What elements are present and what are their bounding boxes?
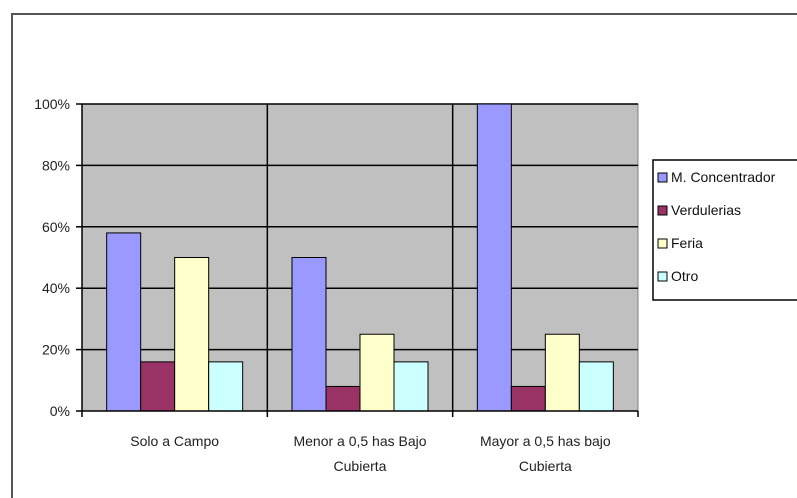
y-tick-label: 0% (50, 403, 70, 419)
legend-swatch (657, 172, 668, 183)
bar (359, 333, 395, 412)
bar (510, 385, 546, 412)
x-tick-label: Solo a Campo (130, 433, 219, 449)
bars (106, 103, 614, 412)
axes: 0% 20% 40% 60% 80% 100% Solo a Campo Menor a 0,… (34, 96, 639, 474)
legend-label: Verdulerias (671, 202, 741, 218)
legend-label: M. Concentrador (671, 169, 776, 185)
y-tick-label: 40% (42, 280, 70, 296)
legend-label: Otro (671, 268, 698, 284)
legend-swatch (657, 205, 668, 216)
bar (174, 257, 210, 412)
bar (544, 333, 580, 412)
bar (106, 232, 142, 412)
x-tick-label: Menor a 0,5 has Bajo (293, 433, 426, 449)
bar (140, 361, 176, 412)
bar (291, 257, 327, 412)
bar (476, 103, 512, 412)
legend-swatch (657, 238, 668, 249)
x-tick-label: Cubierta (334, 458, 387, 474)
legend-box (652, 159, 797, 301)
y-tick-label: 100% (34, 96, 70, 112)
legend-swatch (657, 271, 668, 282)
bar (325, 385, 361, 412)
x-tick-label: Mayor a 0,5 has bajo (480, 433, 611, 449)
bar (208, 361, 244, 412)
legend-label: Feria (671, 235, 703, 251)
y-tick-label: 80% (42, 157, 70, 173)
legend: M. Concentrador Verdulerias Feria Otro (652, 159, 797, 301)
bar (578, 361, 614, 412)
x-tick-label: Cubierta (519, 458, 572, 474)
y-tick-label: 60% (42, 219, 70, 235)
y-tick-label: 20% (42, 342, 70, 358)
bar (393, 361, 429, 412)
frame-border (11, 13, 797, 498)
